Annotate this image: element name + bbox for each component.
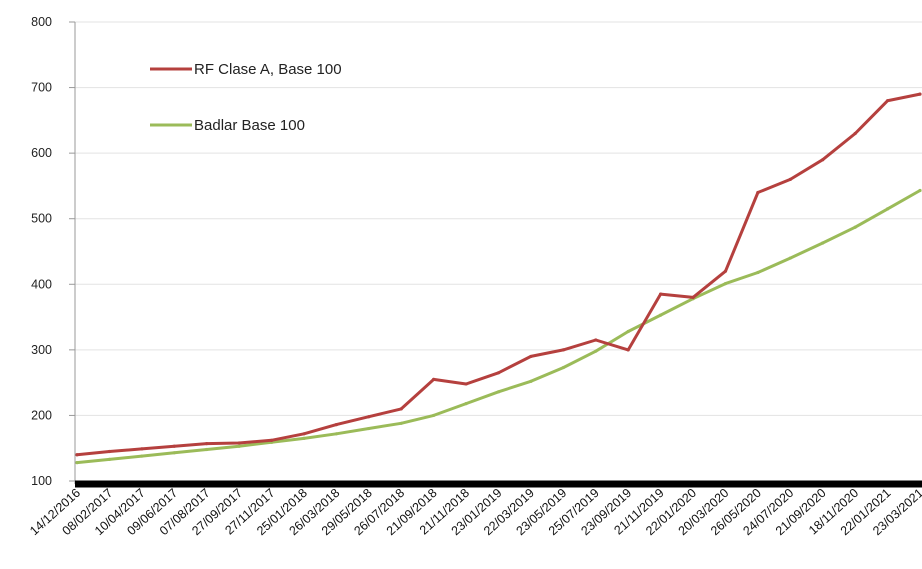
data-point: [172, 451, 176, 455]
data-point: [756, 190, 760, 195]
data-point: [561, 365, 565, 370]
y-tick-label: 500: [31, 212, 52, 226]
data-point: [723, 282, 728, 286]
data-point: [432, 413, 436, 418]
data-point: [788, 256, 792, 260]
y-tick-label: 700: [31, 81, 52, 95]
y-axis: 100 200 300 400 500 600 700 800: [31, 15, 75, 488]
data-point: [75, 461, 79, 465]
y-tick-label: 200: [31, 408, 52, 422]
data-point: [367, 426, 371, 431]
x-axis: 14/12/201608/02/201710/04/201709/06/2017…: [27, 486, 922, 538]
data-point: [140, 447, 144, 451]
data-point: [723, 269, 728, 273]
data-point: [594, 349, 598, 353]
data-point: [464, 382, 468, 386]
y-tick-label: 100: [31, 474, 52, 488]
data-point: [302, 432, 306, 436]
data-point: [626, 348, 630, 352]
data-point: [594, 338, 598, 342]
series-line-0: [75, 92, 922, 457]
data-point: [334, 432, 338, 436]
data-point: [107, 449, 112, 454]
data-point: [756, 270, 760, 275]
data-point: [691, 295, 695, 299]
data-point: [302, 436, 306, 440]
y-tick-label: 600: [31, 146, 52, 160]
data-point: [205, 447, 209, 452]
data-point: [885, 207, 890, 211]
data-point: [626, 329, 630, 334]
data-point: [172, 444, 176, 448]
data-point: [205, 442, 209, 446]
data-point: [140, 454, 144, 458]
gridlines: [75, 21, 922, 416]
data-point: [659, 292, 663, 296]
data-point: [399, 407, 403, 411]
data-point: [237, 441, 241, 445]
data-point: [853, 225, 857, 229]
y-tick-label: 800: [31, 15, 52, 29]
data-point: [399, 421, 403, 425]
series-line-1: [75, 189, 922, 465]
legend-label: Badlar Base 100: [194, 117, 305, 134]
data-point: [464, 402, 468, 406]
data-point: [659, 313, 663, 317]
data-point: [432, 377, 436, 381]
data-point: [788, 177, 792, 181]
data-point: [496, 371, 501, 375]
data-point: [821, 241, 825, 245]
data-point: [853, 131, 857, 136]
data-point: [269, 438, 274, 442]
data-point: [237, 444, 241, 448]
data-point: [107, 457, 112, 461]
legend: RF Clase A, Base 100 Badlar Base 100: [150, 61, 342, 134]
data-point: [561, 348, 565, 352]
series-lines: [75, 92, 922, 465]
data-point: [334, 423, 338, 427]
legend-label: RF Clase A, Base 100: [194, 61, 342, 78]
data-point: [918, 188, 922, 193]
data-point: [529, 354, 533, 359]
data-point: [529, 379, 533, 383]
y-tick-label: 400: [31, 277, 52, 291]
data-point: [75, 453, 79, 457]
data-point: [885, 99, 890, 103]
data-point: [367, 415, 371, 419]
data-point: [496, 390, 501, 394]
y-tick-label: 300: [31, 343, 52, 357]
data-point: [918, 92, 922, 96]
data-point: [821, 158, 825, 162]
